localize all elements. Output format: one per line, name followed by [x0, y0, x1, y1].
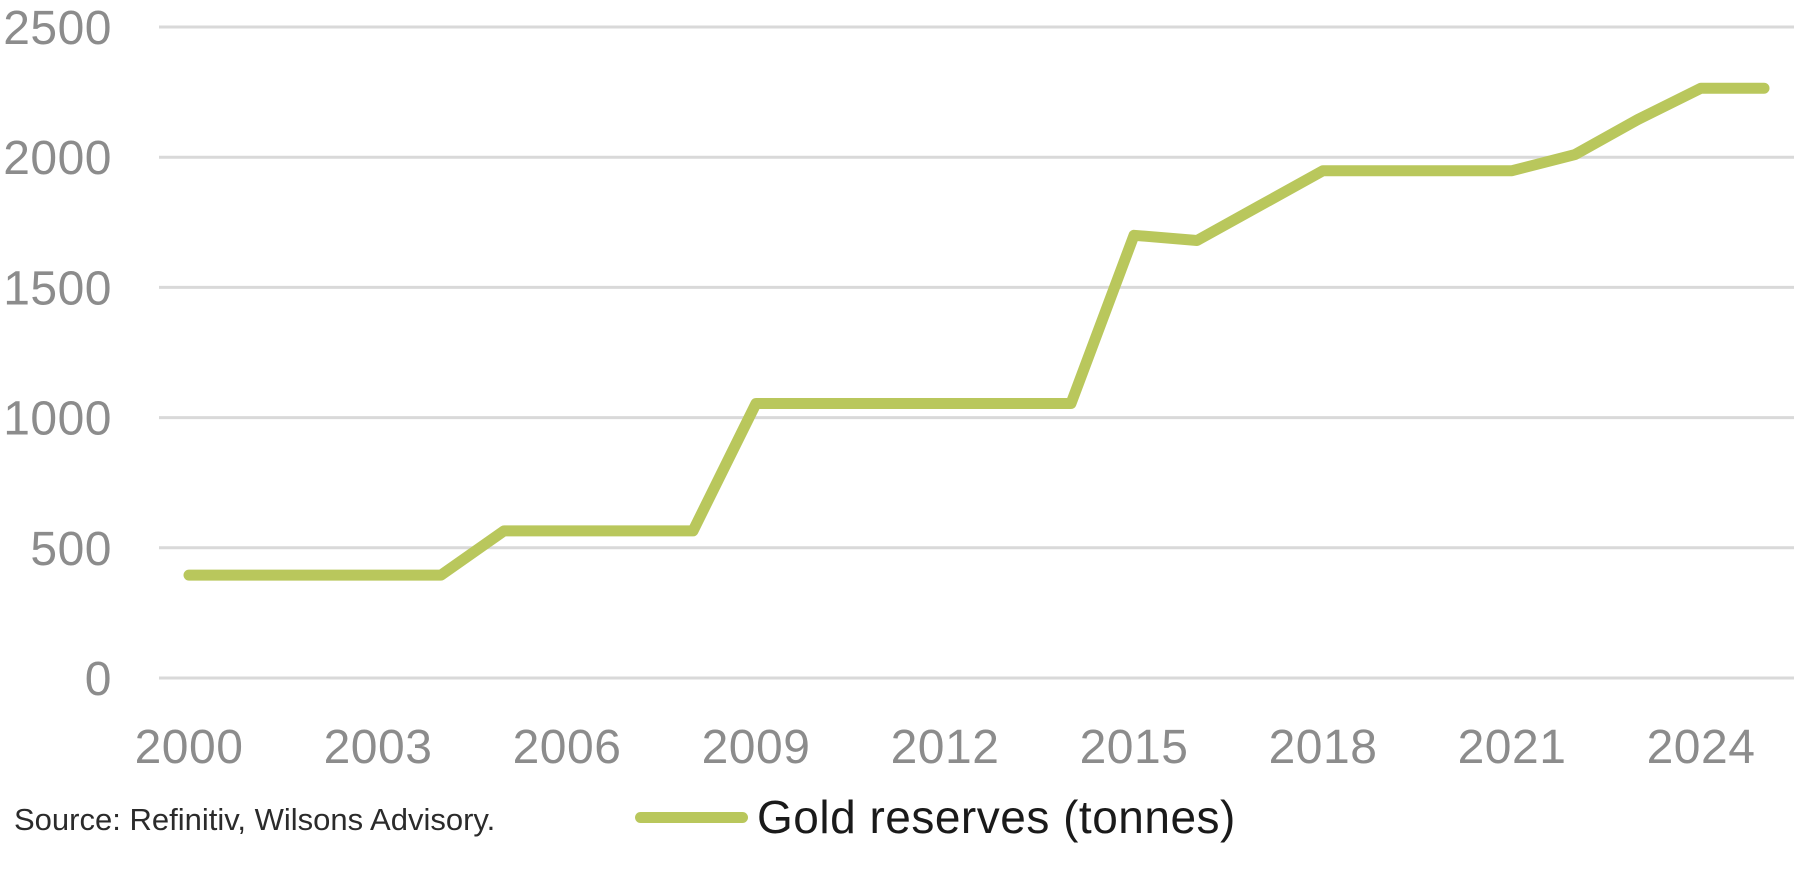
- y-tick-label-2500: 2500: [3, 2, 112, 55]
- y-tick-label-1500: 1500: [3, 262, 112, 315]
- y-tick-label-2000: 2000: [3, 132, 112, 185]
- x-tick-label-2015: 2015: [1080, 721, 1189, 774]
- y-tick-label-500: 500: [30, 523, 112, 576]
- y-tick-label-0: 0: [85, 653, 112, 706]
- x-tick-label-2003: 2003: [324, 721, 433, 774]
- y-tick-label-1000: 1000: [3, 393, 112, 446]
- legend: Gold reserves (tonnes): [635, 788, 1236, 846]
- source-note: Source: Refinitiv, Wilsons Advisory.: [14, 802, 496, 837]
- chart-footer: Source: Refinitiv, Wilsons Advisory. Gol…: [0, 788, 1800, 848]
- legend-line-marker: [635, 811, 748, 823]
- x-tick-label-2021: 2021: [1458, 721, 1567, 774]
- x-tick-label-2009: 2009: [702, 721, 811, 774]
- x-tick-label-2018: 2018: [1269, 721, 1378, 774]
- series-line-0: [183, 82, 1770, 581]
- legend-label: Gold reserves (tonnes): [757, 791, 1236, 843]
- x-tick-label-2006: 2006: [513, 721, 622, 774]
- x-tick-label-2024: 2024: [1647, 721, 1756, 774]
- x-tick-label-2012: 2012: [891, 721, 1000, 774]
- x-tick-label-2000: 2000: [135, 721, 244, 774]
